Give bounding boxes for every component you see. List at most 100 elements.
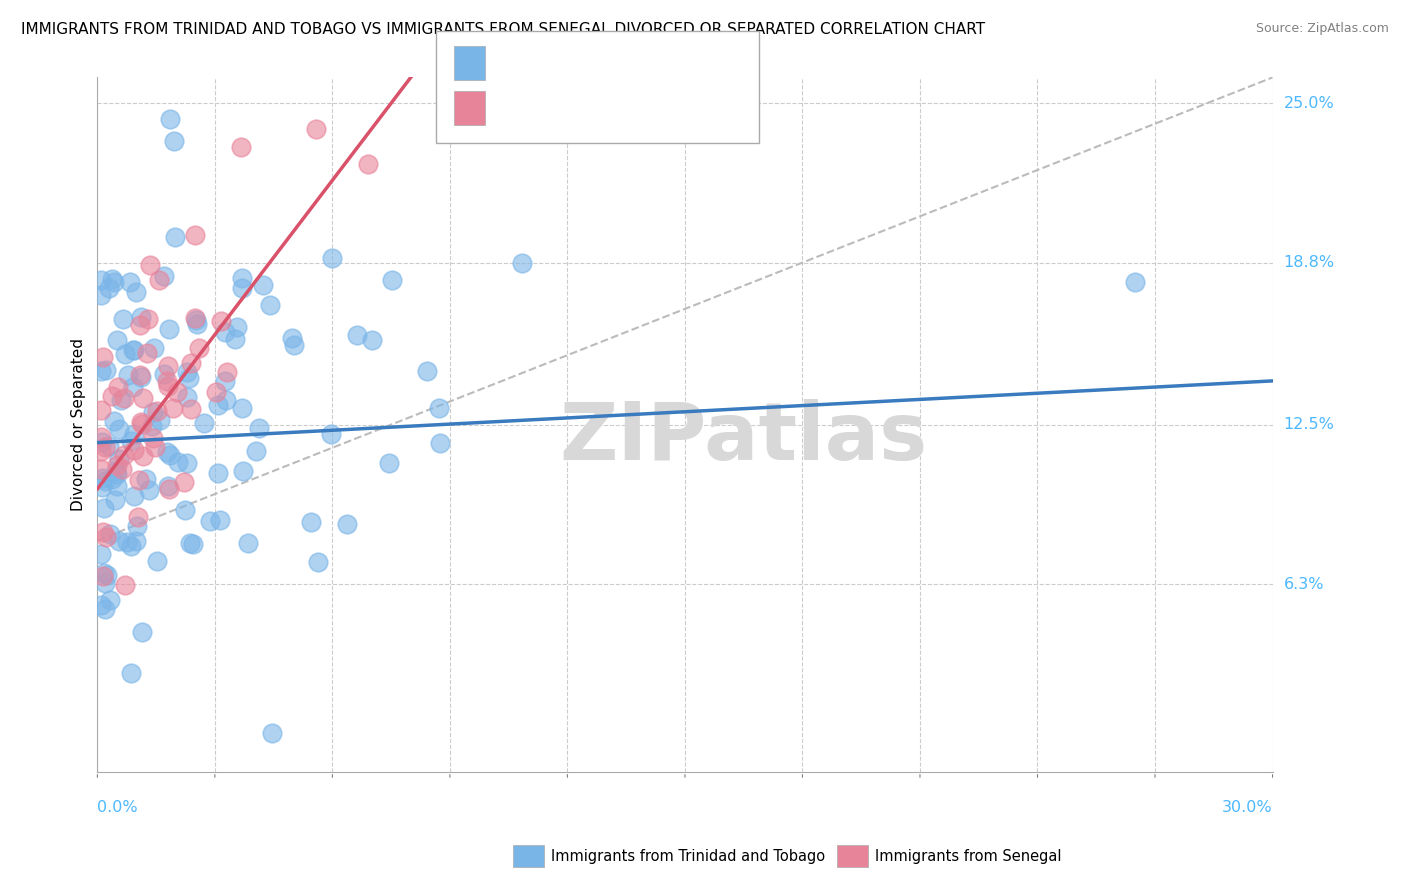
Point bbox=[91, 569, 114, 583]
Point bbox=[157, 479, 180, 493]
Point bbox=[101, 472, 124, 486]
Point bbox=[107, 452, 129, 467]
Point bbox=[229, 140, 252, 154]
Point bbox=[90, 462, 112, 476]
Point bbox=[245, 443, 267, 458]
Point bbox=[118, 275, 141, 289]
Point bbox=[305, 122, 328, 136]
Point bbox=[252, 278, 274, 293]
Point bbox=[136, 346, 159, 360]
Point bbox=[94, 601, 117, 615]
Point bbox=[105, 479, 128, 493]
Point bbox=[117, 368, 139, 383]
Point bbox=[115, 534, 138, 549]
Point bbox=[184, 310, 207, 325]
Text: R =  0.101: R = 0.101 bbox=[491, 56, 572, 70]
Point bbox=[209, 314, 232, 328]
Point bbox=[163, 134, 186, 148]
Point bbox=[122, 343, 145, 358]
Point bbox=[214, 374, 236, 388]
Point bbox=[91, 434, 114, 449]
Text: Source: ZipAtlas.com: Source: ZipAtlas.com bbox=[1256, 22, 1389, 36]
Point bbox=[142, 405, 165, 419]
Point bbox=[129, 370, 152, 384]
Text: 6.3%: 6.3% bbox=[1284, 576, 1324, 591]
Point bbox=[179, 535, 201, 549]
Point bbox=[207, 467, 229, 481]
Point bbox=[112, 391, 135, 405]
Point bbox=[90, 480, 112, 494]
Point bbox=[120, 434, 142, 449]
Point bbox=[128, 473, 150, 487]
Point bbox=[156, 374, 179, 388]
Point bbox=[157, 321, 180, 335]
Point bbox=[307, 556, 329, 570]
Text: 25.0%: 25.0% bbox=[1284, 95, 1334, 111]
Point bbox=[143, 440, 166, 454]
Point bbox=[132, 392, 155, 406]
Point bbox=[180, 401, 202, 416]
Point bbox=[148, 273, 170, 287]
Point bbox=[186, 317, 208, 331]
Y-axis label: Divorced or Separated: Divorced or Separated bbox=[72, 338, 86, 511]
Point bbox=[162, 401, 184, 416]
Point bbox=[262, 725, 284, 739]
Point bbox=[146, 404, 169, 418]
Point bbox=[215, 365, 238, 379]
Point bbox=[105, 333, 128, 347]
Point bbox=[143, 341, 166, 355]
Point bbox=[129, 318, 152, 332]
Point bbox=[98, 281, 121, 295]
Point bbox=[101, 271, 124, 285]
Text: ZIPatlas: ZIPatlas bbox=[560, 400, 928, 477]
Point bbox=[214, 325, 236, 339]
Point bbox=[97, 438, 120, 452]
Point bbox=[208, 513, 231, 527]
Text: R =  0.398: R = 0.398 bbox=[491, 101, 572, 115]
Point bbox=[94, 575, 117, 590]
Point bbox=[90, 547, 112, 561]
Point bbox=[146, 554, 169, 568]
Point bbox=[163, 230, 186, 244]
Point bbox=[90, 403, 112, 417]
Point bbox=[167, 455, 190, 469]
Point bbox=[114, 347, 136, 361]
Point bbox=[105, 458, 128, 473]
Point bbox=[98, 593, 121, 607]
Point bbox=[180, 356, 202, 370]
Point bbox=[319, 427, 342, 442]
Point bbox=[259, 298, 281, 312]
Point bbox=[93, 501, 115, 516]
Point bbox=[215, 393, 238, 408]
Point bbox=[103, 275, 125, 289]
Point bbox=[226, 320, 249, 334]
Point bbox=[205, 385, 228, 400]
Point bbox=[200, 514, 222, 528]
Point bbox=[136, 312, 159, 326]
Point bbox=[110, 461, 132, 475]
Point bbox=[103, 414, 125, 428]
Text: N = 113: N = 113 bbox=[623, 56, 686, 70]
Point bbox=[91, 471, 114, 485]
Point bbox=[108, 422, 131, 436]
Point bbox=[153, 367, 176, 381]
Point bbox=[135, 472, 157, 486]
Point bbox=[94, 440, 117, 454]
Point bbox=[122, 489, 145, 503]
Point bbox=[122, 442, 145, 457]
Point bbox=[110, 393, 132, 408]
Point bbox=[224, 332, 246, 346]
Point bbox=[193, 416, 215, 430]
Point bbox=[129, 416, 152, 430]
Point bbox=[93, 566, 115, 580]
Point bbox=[105, 467, 128, 482]
Point bbox=[98, 527, 121, 541]
Point bbox=[125, 518, 148, 533]
Point bbox=[336, 516, 359, 531]
Point bbox=[176, 457, 198, 471]
Point bbox=[176, 365, 198, 379]
Point bbox=[124, 427, 146, 442]
Point bbox=[186, 312, 208, 326]
Point bbox=[176, 391, 198, 405]
Point bbox=[103, 493, 125, 508]
